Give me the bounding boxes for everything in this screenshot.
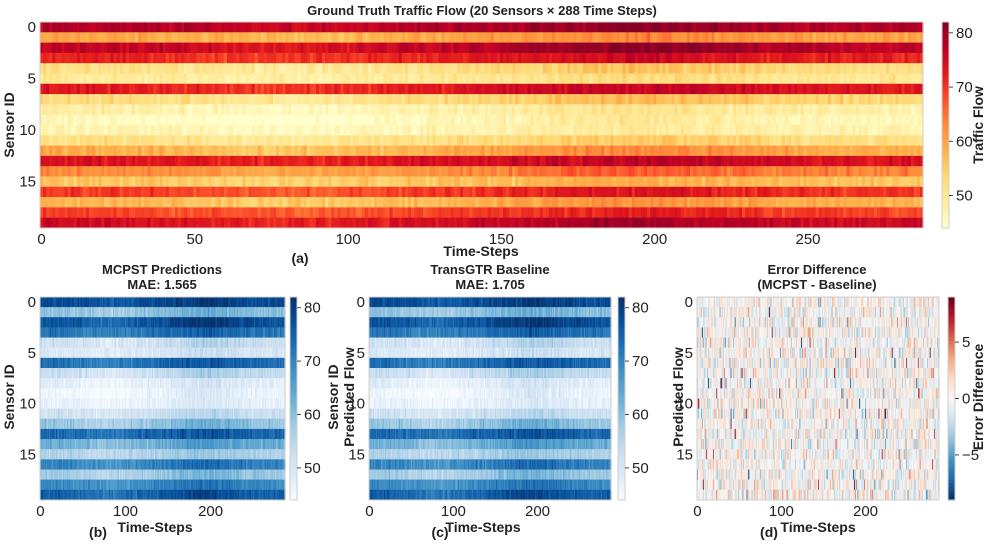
panel-a-heatmap [40, 22, 924, 228]
figure: Ground Truth Traffic Flow (20 Sensors × … [0, 0, 996, 544]
panel-a-title: Ground Truth Traffic Flow (20 Sensors × … [307, 3, 657, 18]
panel-a: Ground Truth Traffic Flow (20 Sensors × … [1, 3, 986, 266]
